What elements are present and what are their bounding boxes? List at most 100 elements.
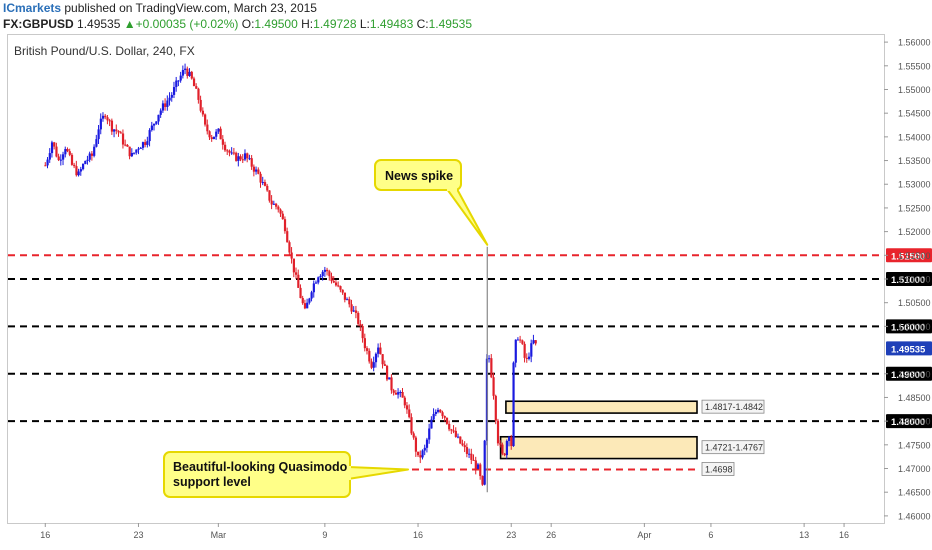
candle-body [110,120,114,132]
x-tick-label: 26 [546,530,556,540]
candle-body [226,150,229,152]
candle-body [459,436,462,444]
zone-label-box [701,399,765,414]
candle-body [239,156,242,160]
candle-body [101,115,105,119]
callout-box [374,159,462,191]
candle-body [166,100,169,107]
candle-body [77,171,80,176]
candle-body [255,169,258,172]
candle-body [390,377,393,391]
level-price-badge [886,248,932,263]
candle-body [246,153,249,159]
candle-body [468,453,471,455]
candle-body [62,154,65,160]
candle-body [90,153,94,156]
candle-body [441,412,444,417]
candle-body [53,142,56,147]
candle-body [326,269,329,272]
candle-body [534,340,537,344]
candle-body [474,460,477,469]
candle-body [428,428,431,440]
candle-body [93,146,96,156]
candle-body [403,397,406,406]
candle-body [385,365,389,380]
candle-body [499,443,502,445]
candle-body [204,114,207,125]
candle-body [523,343,526,358]
candle-body [55,146,58,157]
candles-layer [44,63,537,493]
candle-body [492,377,495,396]
y-tick-label: 1.50500 [898,298,931,308]
candle-body [46,159,49,166]
candle-body [232,152,236,154]
candle-body [512,362,515,447]
candle-body [312,283,315,293]
candle-body [332,281,335,283]
candle-body [252,166,256,172]
candle-body [397,392,400,395]
candle-body [317,277,320,283]
candle-body [64,148,67,155]
candle-body [106,117,109,121]
candle-body [241,159,244,161]
candle-body [443,416,446,418]
zone-label: 1.4817-1.4842 [705,402,763,412]
close-value: 1.49535 [428,17,473,31]
quasimodo-label-line-1: Beautiful-looking Quasimodo [173,460,348,474]
candle-body [461,443,464,446]
candle-body [299,287,302,298]
candle-body [354,310,358,313]
current-price-label: 1.49535 [891,344,926,355]
candle-body [48,153,51,160]
candle-body [190,71,193,79]
level-price-badge [886,319,932,334]
candle-body [50,142,54,154]
callout-pointer [446,188,489,246]
candle-body [150,125,153,131]
candle-body [250,158,253,167]
candle-body [368,350,371,362]
level-price-label: 1.48000 [891,417,925,428]
candle-body [126,144,129,147]
publisher-name[interactable]: ICmarkets [3,1,62,15]
candle-body [148,130,151,142]
candle-body [283,219,287,232]
candle-body [346,299,349,301]
candle-body [432,413,435,420]
candle-body [206,124,209,132]
candle-body [405,405,409,410]
candle-body [235,152,238,161]
candle-body [330,276,333,282]
candle-body [508,437,511,441]
published-text: published on TradingView.com, March 23, … [64,1,317,15]
news-spike-label: News spike [385,169,453,183]
candle-body [261,182,264,184]
candle-body [452,430,455,432]
candle-body [414,437,418,452]
level-price-badge [886,414,932,429]
level-price-label: 1.49000 [891,370,925,381]
candle-body [301,297,304,304]
y-tick-label: 1.48000 [898,417,931,427]
support-zone [505,400,698,414]
x-tick-label: 16 [413,530,423,540]
candle-body [268,190,271,201]
candle-body [121,133,125,145]
candle-body [412,433,415,438]
candle-body [361,326,364,339]
level-label-box [701,462,735,476]
quote-line: FX:GBPUSD 1.49535 ▲+0.00035 (+0.02%) O:1… [3,17,472,31]
x-tick-label: 13 [799,530,809,540]
candle-body [430,419,433,429]
candle-body [248,158,251,160]
candle-body [224,144,227,151]
candle-body [88,153,91,160]
candle-body [164,103,167,107]
candle-body [195,86,198,89]
level-label: 1.4698 [705,464,733,474]
candle-body [308,298,311,303]
candle-body [410,417,413,434]
